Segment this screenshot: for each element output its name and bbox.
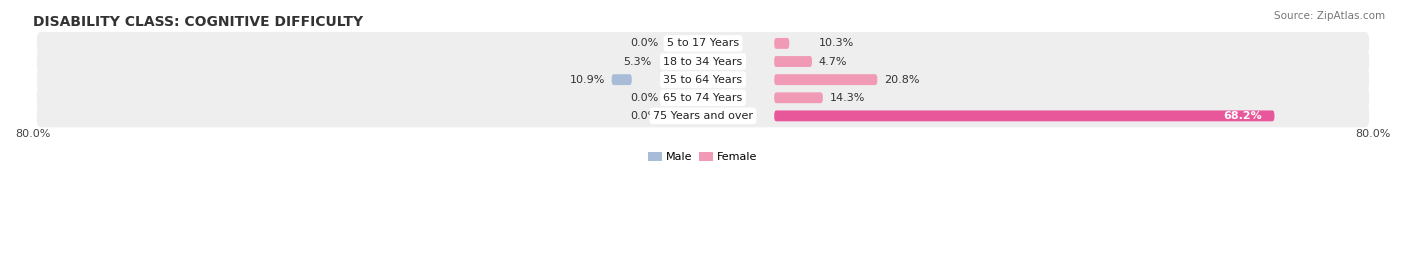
FancyBboxPatch shape [37, 104, 1369, 127]
Legend: Male, Female: Male, Female [644, 147, 762, 167]
Text: 14.3%: 14.3% [830, 93, 865, 103]
Text: Source: ZipAtlas.com: Source: ZipAtlas.com [1274, 11, 1385, 21]
FancyBboxPatch shape [37, 50, 1369, 73]
Text: 5 to 17 Years: 5 to 17 Years [666, 38, 740, 48]
FancyBboxPatch shape [37, 86, 1369, 109]
FancyBboxPatch shape [775, 56, 811, 67]
Text: 0.0%: 0.0% [630, 111, 658, 121]
Text: 68.2%: 68.2% [1223, 111, 1261, 121]
Text: 0.0%: 0.0% [630, 93, 658, 103]
Text: 35 to 64 Years: 35 to 64 Years [664, 75, 742, 85]
Text: 18 to 34 Years: 18 to 34 Years [664, 56, 742, 66]
Text: 65 to 74 Years: 65 to 74 Years [664, 93, 742, 103]
FancyBboxPatch shape [775, 111, 1274, 121]
Text: 20.8%: 20.8% [884, 75, 920, 85]
Text: 10.3%: 10.3% [818, 38, 853, 48]
Text: 4.7%: 4.7% [818, 56, 848, 66]
FancyBboxPatch shape [37, 32, 1369, 55]
Text: DISABILITY CLASS: COGNITIVE DIFFICULTY: DISABILITY CLASS: COGNITIVE DIFFICULTY [32, 15, 363, 29]
FancyBboxPatch shape [775, 92, 823, 103]
Text: 10.9%: 10.9% [569, 75, 605, 85]
Text: 5.3%: 5.3% [624, 56, 652, 66]
FancyBboxPatch shape [37, 68, 1369, 91]
FancyBboxPatch shape [775, 74, 877, 85]
Text: 75 Years and over: 75 Years and over [652, 111, 754, 121]
FancyBboxPatch shape [612, 74, 631, 85]
FancyBboxPatch shape [775, 38, 789, 49]
Text: 0.0%: 0.0% [630, 38, 658, 48]
